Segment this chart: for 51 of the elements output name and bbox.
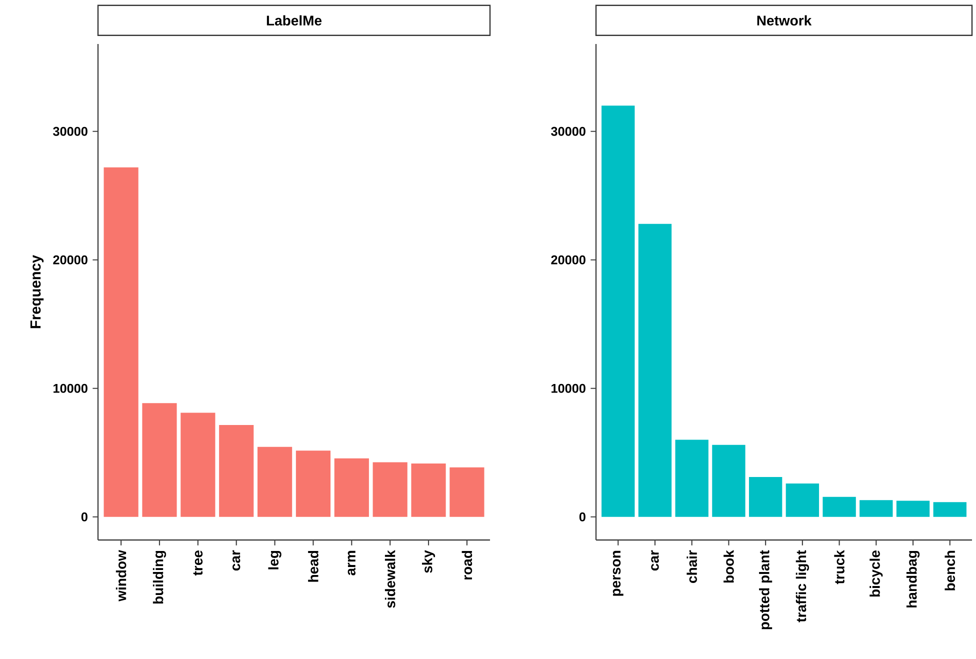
bar [896,500,930,517]
x-tick-label: road [462,550,472,580]
bar [675,440,708,517]
x-tick-label: handbag [906,550,920,608]
bar [257,446,292,517]
y-tick-label: 0 [579,512,586,522]
x-tick-label: tree [193,550,203,576]
x-tick-label: leg [268,550,282,570]
x-tick-label: car [651,550,659,571]
x-tick-label: car [232,550,240,571]
bar [748,477,782,517]
y-tick-label: 20000 [551,255,586,264]
x-tick-label: sky [422,550,436,573]
bar [411,464,446,517]
chart-title: Network [757,15,812,26]
chart-title: LabelMe [266,15,322,26]
y-axis-title: Frequency [30,254,44,328]
x-tick-label: bench [944,550,956,590]
bar [786,483,820,517]
y-tick-label: 30000 [551,126,586,136]
bar [638,224,672,517]
bar [142,403,177,517]
bar [933,502,966,517]
x-tick-label: chair [686,550,697,583]
bar [372,462,408,517]
bar [602,106,635,517]
x-tick-label: truck [834,550,844,584]
x-tick-label: book [724,550,734,583]
x-tick-label: potted plant [759,550,772,630]
y-tick-label: 0 [81,512,88,522]
x-tick-label: building [152,550,166,604]
bar [180,412,216,517]
x-tick-label: sidewalk [384,550,396,608]
x-tick-label: arm [348,550,356,576]
bar [450,467,484,517]
bar [334,458,369,517]
y-tick-label: 20000 [53,255,88,264]
y-tick-label: 10000 [552,384,586,393]
y-tick-label: 10000 [54,384,88,393]
bar [296,450,331,517]
y-tick-label: 30000 [53,126,88,136]
bar [712,444,746,517]
x-tick-label: person [612,550,624,596]
bar [860,500,893,517]
x-tick-label: bicycle [870,550,883,597]
x-tick-label: traffic light [796,550,809,622]
x-tick-label: head [308,550,318,582]
x-tick-label: window [116,550,126,602]
bar [104,167,138,517]
bar [822,496,856,517]
bar [219,424,254,517]
